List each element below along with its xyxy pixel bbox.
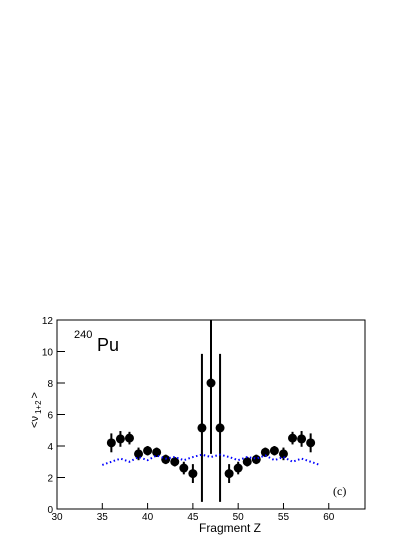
data-point <box>297 434 307 444</box>
y-tick-label: 12 <box>42 316 54 327</box>
x-tick-label: 45 <box>187 512 199 523</box>
data-point <box>224 469 234 479</box>
element-label: Pu <box>97 335 119 355</box>
data-point <box>179 463 189 473</box>
y-title-main: <ν <box>29 416 41 428</box>
mass-number: 240 <box>74 329 92 341</box>
y-title-end: > <box>29 392 41 398</box>
data-point <box>278 449 288 459</box>
data-point <box>251 454 261 464</box>
y-tick-label: 8 <box>47 379 53 390</box>
data-point <box>260 447 270 457</box>
data-point <box>197 423 207 433</box>
data-point <box>115 434 125 444</box>
y-axis-title: <ν 1+2 > <box>29 392 43 428</box>
data-point <box>188 469 198 479</box>
data-point <box>152 447 162 457</box>
data-point <box>134 449 144 459</box>
x-tick-label: 55 <box>278 512 290 523</box>
data-point <box>106 438 116 448</box>
y-tick-label: 0 <box>47 505 53 516</box>
data-point <box>215 423 225 433</box>
y-tick-label: 6 <box>47 411 53 422</box>
data-point <box>206 378 216 388</box>
x-tick-label: 50 <box>233 512 245 523</box>
data-point <box>170 457 180 467</box>
x-tick-label: 30 <box>51 512 63 523</box>
x-tick-label: 35 <box>97 512 109 523</box>
data-point <box>306 438 316 448</box>
data-point <box>242 457 252 467</box>
panel-label: (c) <box>333 484 346 498</box>
data-point <box>233 463 243 473</box>
y-tick-label: 2 <box>47 474 53 485</box>
y-tick-label: 10 <box>42 348 54 359</box>
data-point <box>143 446 153 456</box>
data-point <box>269 446 279 456</box>
x-tick-label: 60 <box>323 512 335 523</box>
x-axis-title: Fragment Z <box>199 521 261 535</box>
data-point <box>124 433 134 443</box>
data-point <box>288 433 298 443</box>
y-title-sub: 1+2 <box>34 400 43 414</box>
y-tick-label: 4 <box>47 442 53 453</box>
x-tick-label: 40 <box>142 512 154 523</box>
